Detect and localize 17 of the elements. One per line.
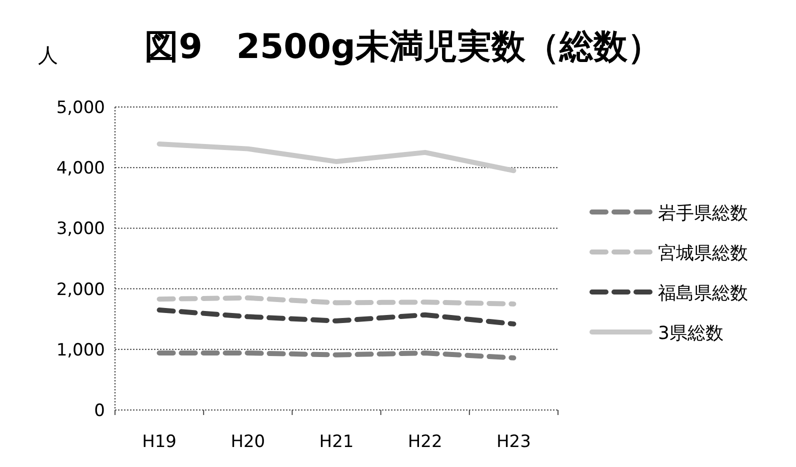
legend-label: 宮城県総数 <box>658 243 748 264</box>
x-tick-label: H20 <box>230 432 266 452</box>
y-axis-title: 人 <box>38 43 58 67</box>
chart-title: 図9 2500g未満児実数（総数） <box>144 27 662 67</box>
x-tick-label: H21 <box>319 432 354 452</box>
x-tick-label: H22 <box>408 432 442 452</box>
y-tick-label: 5,000 <box>56 98 105 118</box>
y-tick-label: 1,000 <box>56 340 105 360</box>
y-tick-label: 3,000 <box>56 219 105 240</box>
y-tick-label: 4,000 <box>56 158 105 179</box>
y-tick-label: 0 <box>94 401 105 421</box>
y-tick-label: 2,000 <box>56 280 105 300</box>
legend-label: 岩手県総数 <box>658 203 748 224</box>
x-tick-label: H23 <box>496 432 531 452</box>
legend-label: 福島県総数 <box>658 283 748 304</box>
x-tick-label: H19 <box>142 432 177 452</box>
legend-label: 3県総数 <box>658 323 724 344</box>
